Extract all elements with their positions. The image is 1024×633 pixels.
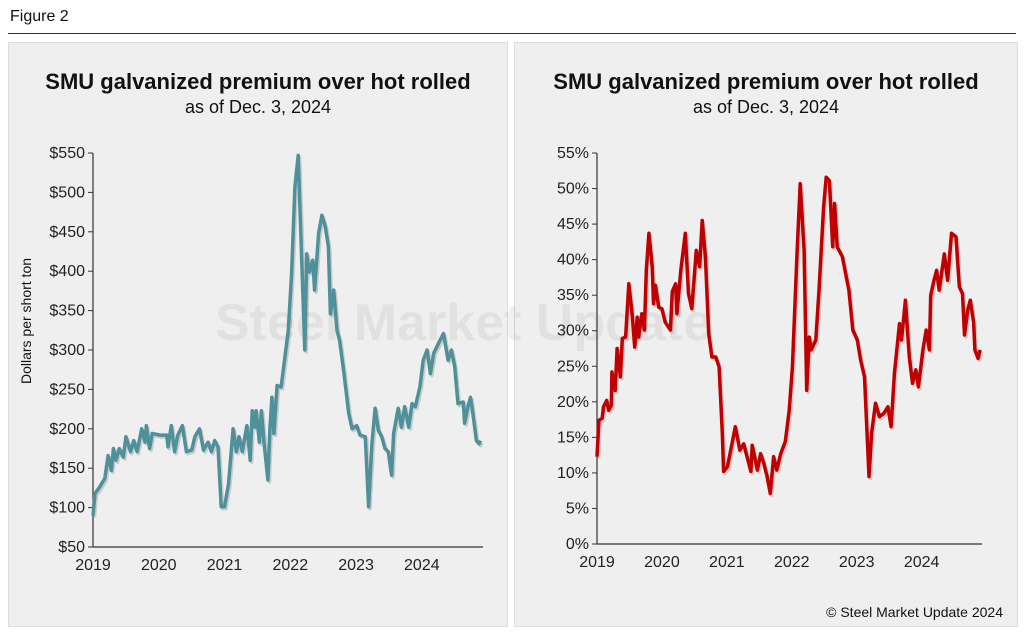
chart-title: SMU galvanized premium over hot rolled [553, 69, 979, 94]
y-tick-label: 20% [557, 394, 589, 411]
y-tick-label: 35% [557, 287, 589, 304]
y-tick-label: $150 [49, 460, 85, 477]
chart-panel-dollars: SMU galvanized premium over hot rolled a… [8, 42, 508, 627]
x-tick-label: 2023 [338, 557, 374, 574]
chart-subtitle: as of Dec. 3, 2024 [184, 97, 332, 117]
series-line [595, 175, 982, 496]
chart-subtitle: as of Dec. 3, 2024 [692, 97, 840, 117]
chart-title: SMU galvanized premium over hot rolled [45, 69, 471, 94]
x-tick-label: 2022 [774, 554, 810, 571]
y-tick-label: 55% [557, 145, 589, 162]
y-tick-label: $250 [49, 381, 85, 398]
y-tick-label: $450 [49, 224, 85, 241]
y-tick-label: $200 [49, 421, 85, 438]
y-tick-label: 50% [557, 181, 589, 198]
x-tick-label: 2024 [904, 554, 940, 571]
y-tick-label: 5% [566, 500, 589, 517]
figure-label: Figure 2 [10, 8, 69, 25]
x-tick-label: 2020 [141, 557, 177, 574]
x-tick-label: 2021 [207, 557, 243, 574]
x-tick-label: 2022 [273, 557, 309, 574]
y-tick-label: $300 [49, 342, 85, 359]
y-tick-label: 10% [557, 465, 589, 482]
y-tick-label: 30% [557, 323, 589, 340]
chart-panel-percent: SMU galvanized premium over hot rolled a… [514, 42, 1018, 627]
y-tick-label: $500 [49, 184, 85, 201]
y-tick-label: 25% [557, 358, 589, 375]
y-tick-label: 15% [557, 429, 589, 446]
x-tick-label: 2019 [579, 554, 615, 571]
x-tick-label: 2024 [404, 557, 440, 574]
y-tick-label: $100 [49, 500, 85, 517]
copyright: © Steel Market Update 2024 [826, 604, 1003, 620]
y-tick-label: 45% [557, 216, 589, 233]
y-tick-label: $350 [49, 303, 85, 320]
y-tick-label: $50 [58, 539, 85, 556]
y-tick-label: 40% [557, 252, 589, 269]
y-tick-label: $550 [49, 145, 85, 162]
x-tick-label: 2019 [75, 557, 111, 574]
y-tick-label: 0% [566, 536, 589, 553]
header-divider [8, 33, 1016, 34]
x-tick-label: 2023 [839, 554, 875, 571]
series-line [91, 153, 483, 516]
y-tick-label: $400 [49, 263, 85, 280]
x-tick-label: 2020 [644, 554, 680, 571]
x-tick-label: 2021 [709, 554, 745, 571]
